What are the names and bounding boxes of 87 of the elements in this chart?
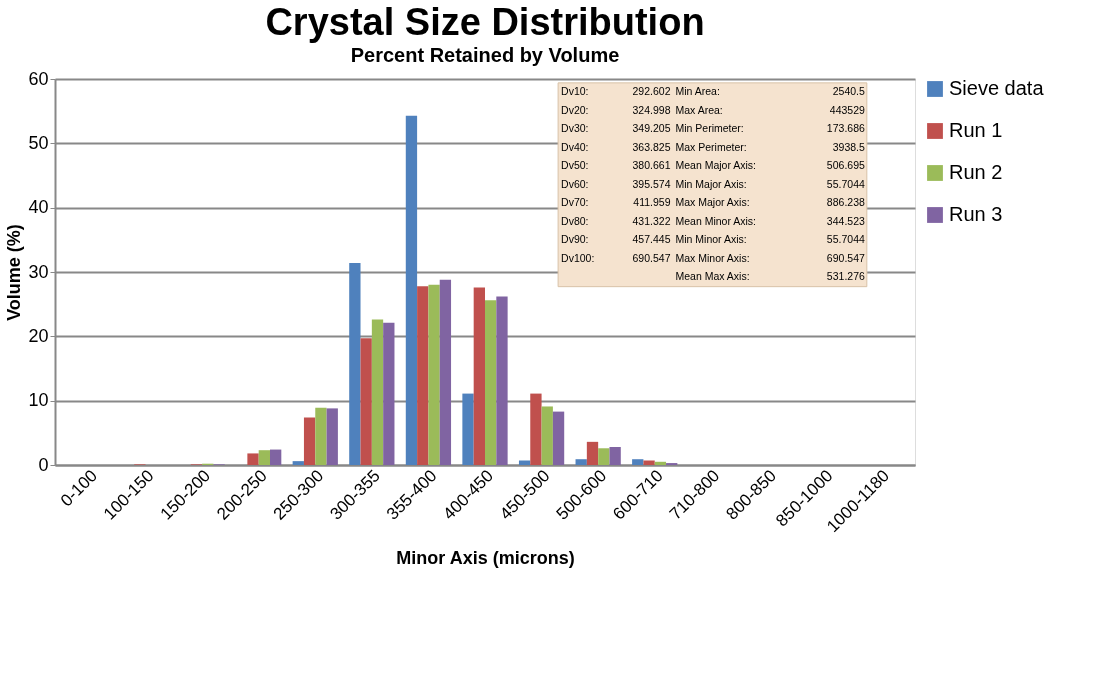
- bar: [315, 407, 327, 465]
- y-tick-label: 20: [28, 325, 49, 346]
- annotation: Max Area:: [675, 103, 723, 116]
- legend-label: Run 3: [949, 203, 1003, 225]
- bar: [247, 453, 259, 465]
- bar: [485, 300, 497, 465]
- annotation: Max Major Axis:: [675, 196, 750, 209]
- annotation: 324.998: [632, 103, 671, 116]
- annotation: 431.322: [632, 214, 671, 227]
- annotation: Min Major Axis:: [675, 177, 747, 190]
- annotation: 380.661: [632, 159, 671, 172]
- annotation: Min Perimeter:: [675, 122, 744, 135]
- bar: [270, 449, 282, 465]
- bar: [643, 460, 655, 465]
- y-tick-label: 50: [28, 132, 49, 153]
- annotation: 292.602: [632, 85, 671, 98]
- bar: [530, 393, 542, 465]
- annotation: 531.276: [826, 270, 865, 283]
- annotation: Dv80:: [561, 214, 589, 227]
- bar: [360, 338, 372, 465]
- annotation: Mean Max Axis:: [675, 270, 750, 283]
- annotation: Dv40:: [561, 140, 589, 153]
- bar: [383, 322, 395, 465]
- bar: [575, 459, 587, 465]
- legend-label: Run 1: [949, 119, 1003, 141]
- annotation: 443529: [829, 103, 865, 116]
- y-tick-label: 10: [28, 390, 49, 411]
- annotation: 411.959: [633, 196, 671, 209]
- annotation: Dv30:: [561, 122, 589, 135]
- annotation: 3938.5: [832, 140, 865, 153]
- annotation: 55.7044: [826, 177, 865, 190]
- y-axis-title: Volume (%): [4, 224, 25, 321]
- bar: [632, 459, 644, 465]
- annotation: Mean Major Axis:: [675, 159, 757, 172]
- annotation: Dv100:: [561, 251, 595, 264]
- bar: [473, 287, 485, 465]
- y-tick-label: 40: [28, 197, 49, 218]
- x-axis-title: Minor Axis (microns): [396, 548, 575, 569]
- annotation: 173.686: [826, 122, 865, 135]
- bar: [258, 450, 270, 465]
- y-tick-label: 0: [38, 454, 49, 475]
- legend-label: Sieve data: [949, 77, 1045, 99]
- bar: [405, 115, 418, 465]
- annotation: Dv70:: [561, 196, 589, 209]
- y-tick-label: 60: [28, 68, 49, 89]
- annotation: 690.547: [826, 251, 865, 264]
- annotation: 344.523: [826, 214, 865, 227]
- annotation: Dv20:: [561, 103, 589, 116]
- annotation: Mean Minor Axis:: [675, 214, 757, 227]
- bar: [518, 460, 531, 465]
- annotation: Max Minor Axis:: [675, 251, 750, 264]
- bar: [496, 296, 508, 465]
- annotation: 363.825: [632, 140, 671, 153]
- bar: [586, 441, 599, 465]
- legend-label: Run 2: [949, 161, 1003, 183]
- bar: [349, 262, 361, 465]
- bar: [552, 411, 565, 465]
- bar: [428, 284, 440, 465]
- annotation: Min Minor Axis:: [675, 233, 747, 246]
- annotation: 690.547: [632, 251, 671, 264]
- chart-subtitle: Percent Retained by Volume: [350, 44, 620, 66]
- bar: [371, 319, 384, 465]
- bar: [462, 393, 474, 465]
- annotation: Dv90:: [561, 233, 589, 246]
- bar: [326, 408, 338, 465]
- annotation: Dv10:: [561, 85, 589, 98]
- annotation: Dv50:: [561, 159, 589, 172]
- bar: [654, 461, 667, 465]
- y-tick-label: 30: [28, 261, 49, 282]
- annotation: 349.205: [632, 122, 671, 135]
- annotation: Min Area:: [675, 85, 720, 98]
- annotation: 395.574: [632, 177, 671, 190]
- bar: [598, 448, 610, 465]
- chart-title: Crystal Size Distribution: [265, 1, 705, 43]
- annotation: 2540.5: [832, 85, 865, 98]
- annotation: 457.445: [632, 233, 671, 246]
- bar: [541, 406, 553, 465]
- annotation: Max Perimeter:: [675, 140, 747, 153]
- bar: [417, 286, 429, 465]
- bar: [292, 461, 304, 465]
- bar: [303, 417, 316, 465]
- annotation: 55.7044: [826, 233, 865, 246]
- bar: [609, 446, 621, 465]
- annotation: 506.695: [826, 159, 865, 172]
- annotation: 886.238: [826, 196, 865, 209]
- bar: [439, 279, 452, 465]
- annotation: Dv60:: [561, 177, 589, 190]
